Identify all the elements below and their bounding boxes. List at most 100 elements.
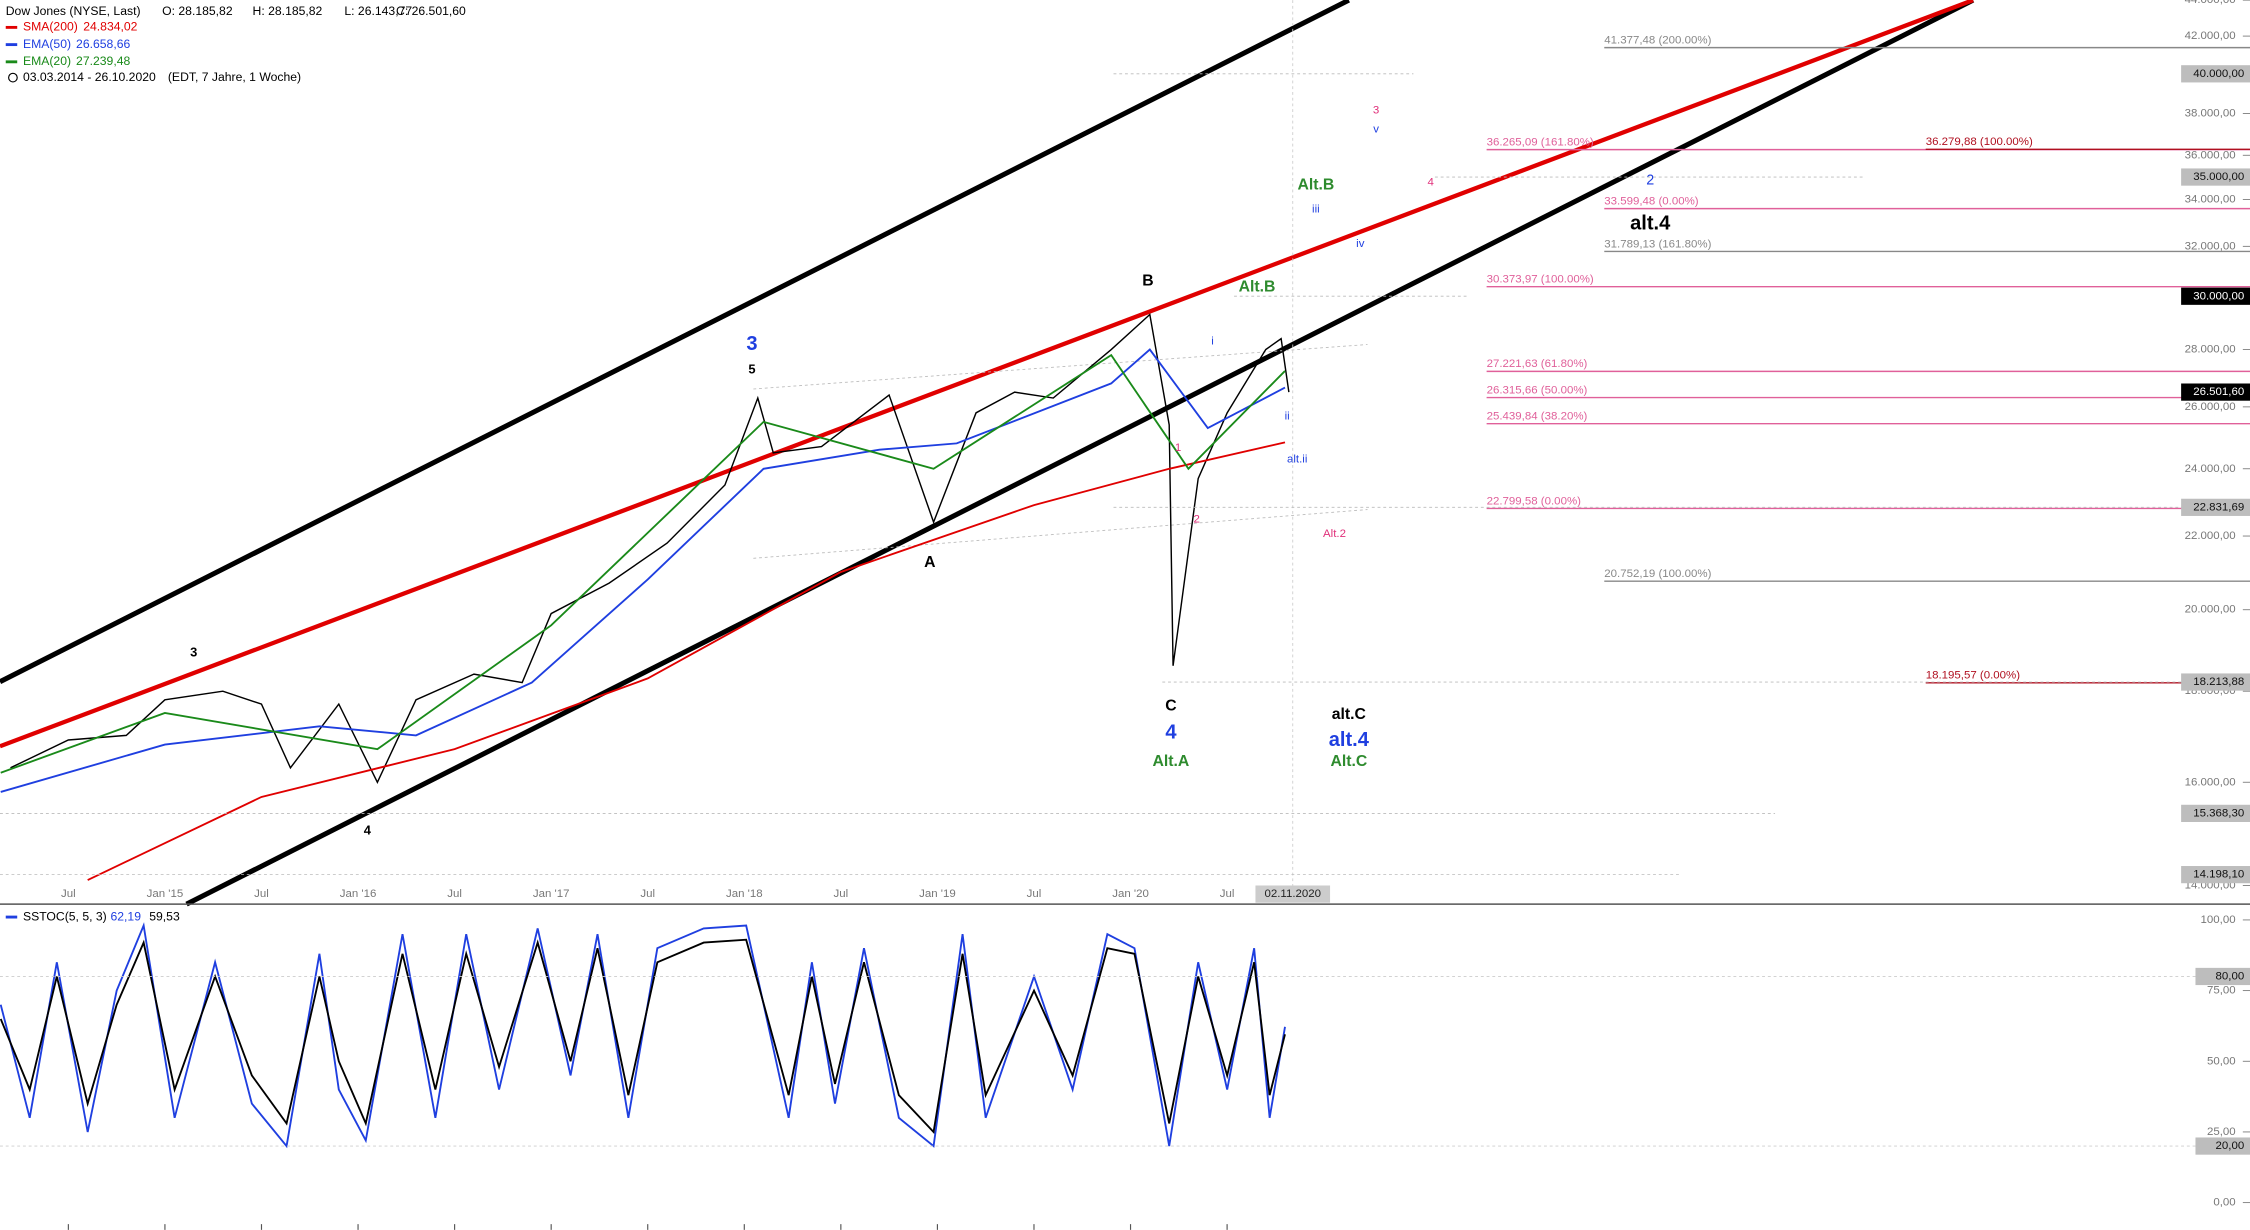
wave-label: B [1142, 273, 1153, 290]
annotations: Dow Jones (NYSE, Last) O: 28.185,82 H: 2… [6, 4, 1671, 923]
level-box [2195, 967, 2250, 986]
y-tick-label: 75,00 [2207, 985, 2236, 997]
ohlc: H: 28.185,82 [253, 4, 323, 18]
fib-label: 26.315,66 (50.00%) [1487, 384, 1588, 396]
wave-label: 4 [1165, 722, 1177, 744]
x-tick-label: Jan '15 [147, 888, 184, 900]
legend-name: SMA(200) [23, 20, 78, 34]
series-line [0, 353, 1286, 774]
helper-line [753, 509, 1368, 559]
x-tick-label: Jul [61, 888, 76, 900]
wave-label: iv [1356, 238, 1365, 250]
x-tick-label: Jul [254, 888, 269, 900]
level-box [2181, 287, 2250, 305]
last-price-box [2181, 383, 2250, 401]
clock-icon [8, 72, 18, 83]
wave-label: Alt.C [1330, 753, 1367, 770]
level-label: 14.198,10 [2193, 869, 2244, 881]
wave-label: Alt.A [1153, 753, 1190, 770]
wave-label: alt.ii [1287, 453, 1307, 465]
trend-line [0, 0, 1974, 749]
wave-label: Alt.2 [1323, 528, 1346, 540]
wave-label: iii [1312, 204, 1320, 216]
wave-label: v [1373, 123, 1379, 135]
wave-label: Alt.B [1297, 176, 1334, 193]
legend-value: 24.834,02 [83, 20, 137, 34]
y-tick-label: 24.000,00 [2185, 463, 2236, 475]
level-box [2181, 168, 2250, 186]
fib-label: 25.439,84 (38.20%) [1487, 411, 1588, 423]
y-tick-label: 20.000,00 [2185, 604, 2236, 616]
y-tick-label: 36.000,00 [2185, 149, 2236, 161]
wave-label: Alt.B [1239, 278, 1276, 295]
x-tick-label: Jan '20 [1112, 888, 1149, 900]
y-tick-label: 42.000,00 [2185, 30, 2236, 42]
wave-label: 4 [364, 822, 372, 837]
fib-label: 27.221,63 (61.80%) [1487, 358, 1588, 370]
ohlc: C: 26.501,60 [396, 4, 466, 18]
date-marker-box [1255, 885, 1331, 903]
legend-value: 26.658,66 [76, 37, 130, 51]
y-tick-label: 0,00 [2213, 1197, 2235, 1209]
legend-name: EMA(20) [23, 54, 71, 68]
wave-label: alt.4 [1329, 729, 1370, 751]
series-layer [0, 313, 1290, 1149]
level-box [2181, 65, 2250, 83]
channel-line [0, 0, 1350, 684]
x-tick-label: Jul [447, 888, 462, 900]
wave-label: C [1165, 697, 1176, 714]
level-label: 22.831,69 [2193, 501, 2244, 513]
y-tick-label: 22.000,00 [2185, 530, 2236, 542]
level-label: 80,00 [2216, 970, 2245, 982]
level-label: 40.000,00 [2193, 68, 2244, 80]
wave-label: 1 [1175, 442, 1181, 454]
x-tick-label: Jan '16 [340, 888, 377, 900]
fib-label: 18.195,57 (0.00%) [1926, 670, 2021, 682]
y-tick-label: 44.000,00 [2185, 0, 2236, 6]
wave-label: 2 [1194, 514, 1200, 526]
level-box [2181, 498, 2250, 516]
last-price-label: 26.501,60 [2193, 386, 2244, 398]
wave-label: alt.4 [1630, 212, 1671, 234]
legend-value: 59,53 [149, 909, 180, 923]
level-box [2181, 673, 2250, 691]
level-label: 35.000,00 [2193, 171, 2244, 183]
y-tick-label: 25,00 [2207, 1126, 2236, 1138]
legend-value: 62,19 [110, 909, 141, 923]
helper-line [753, 344, 1368, 390]
wave-label: 3 [1373, 105, 1379, 117]
x-tick-label: Jul [834, 888, 849, 900]
fib-label: 36.279,88 (100.00%) [1926, 136, 2033, 148]
level-label: 20,00 [2216, 1140, 2245, 1152]
x-tick-label: Jul [1220, 888, 1235, 900]
wave-label: alt.C [1332, 706, 1366, 723]
period: (EDT, 7 Jahre, 1 Woche) [168, 70, 301, 84]
channel-line [185, 0, 1975, 907]
y-tick-label: 16.000,00 [2185, 776, 2236, 788]
fib-label: 30.373,97 (100.00%) [1487, 274, 1594, 286]
x-tick-label: Jul [1027, 888, 1042, 900]
level-label: 18.213,88 [2193, 676, 2244, 688]
x-tick-label: Jan '17 [533, 888, 570, 900]
x-tick-label: Jul [640, 888, 655, 900]
level-box [2181, 804, 2250, 823]
indicator-title: SSTOC(5, 5, 3) [23, 909, 107, 923]
wave-label: 5 [748, 362, 755, 377]
wave-label: 3 [190, 644, 197, 659]
fib-label: 22.799,58 (0.00%) [1487, 495, 1582, 507]
wave-label: 2 [1646, 173, 1654, 189]
series-line [0, 938, 1286, 1135]
fib-label: 33.599,48 (0.00%) [1604, 195, 1699, 207]
level-label: 15.368,30 [2193, 807, 2244, 819]
wave-label: ii [1285, 410, 1290, 422]
series-line [0, 348, 1286, 793]
y-tick-label: 34.000,00 [2185, 193, 2236, 205]
date-marker-label: 02.11.2020 [1264, 888, 1321, 900]
ohlc: O: 28.185,82 [162, 4, 233, 18]
chart-title: Dow Jones (NYSE, Last) [6, 4, 141, 18]
y-tick-label: 38.000,00 [2185, 108, 2236, 120]
y-tick-label: 28.000,00 [2185, 344, 2236, 356]
y-tick-label: 50,00 [2207, 1055, 2236, 1067]
x-tick-label: Jan '19 [919, 888, 956, 900]
